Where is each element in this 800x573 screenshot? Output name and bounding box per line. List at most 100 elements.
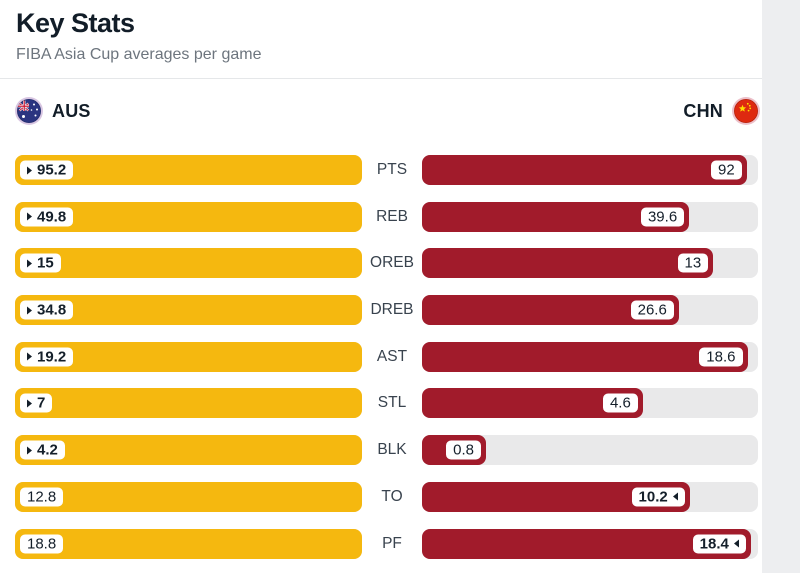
stat-label: REB	[376, 207, 408, 225]
stat-row-pts: 95.2 PTS 92	[15, 155, 758, 185]
leader-arrow-right-icon	[27, 259, 32, 268]
aus-value: 15	[37, 254, 54, 272]
chn-bar-track: 18.4	[422, 528, 758, 559]
stat-row-oreb: 15 OREB 13	[15, 248, 758, 279]
chn-value: 10.2	[638, 488, 668, 506]
page-subtitle: FIBA Asia Cup averages per game	[16, 46, 262, 63]
chn-value-pill: 39.6	[638, 205, 687, 229]
aus-bar-track: 34.8	[15, 295, 362, 326]
aus-value: 34.8	[37, 301, 67, 319]
chn-value-pill: 10.2	[629, 485, 687, 509]
leader-arrow-right-icon	[27, 212, 32, 221]
chn-bar-fill: 0.8	[422, 435, 486, 466]
team-left: AUS	[15, 97, 91, 125]
aus-value: 19.2	[37, 348, 67, 366]
chn-value: 18.6	[706, 348, 736, 366]
panel-header: Key Stats FIBA Asia Cup averages per gam…	[16, 8, 261, 64]
aus-bar-track: 7	[15, 388, 362, 419]
chn-value-pill: 26.6	[628, 298, 676, 322]
aus-value: 95.2	[37, 161, 67, 179]
leader-arrow-right-icon	[27, 446, 32, 455]
chn-bar-track: 39.6	[422, 201, 758, 232]
aus-bar-fill: 4.2	[15, 435, 362, 466]
team-header-row: AUS CHN	[15, 96, 760, 126]
chn-bar-fill: 18.4	[422, 528, 751, 559]
leader-arrow-right-icon	[27, 352, 32, 361]
stat-row-stl: 7 STL 4.6	[15, 388, 758, 419]
chn-value-pill: 92	[709, 158, 744, 182]
aus-bar-track: 19.2	[15, 341, 362, 372]
china-flag-icon	[732, 97, 760, 125]
chn-bar-track: 4.6	[422, 388, 758, 419]
aus-bar-fill: 18.8	[15, 528, 362, 559]
stat-label: STL	[377, 394, 407, 412]
leader-arrow-left-icon	[672, 492, 678, 501]
aus-value-pill: 18.8	[18, 532, 66, 555]
aus-bar-fill: 34.8	[15, 295, 362, 326]
aus-bar-track: 12.8	[15, 481, 362, 512]
aus-bar-fill: 15	[15, 248, 362, 279]
chn-value: 26.6	[637, 301, 667, 319]
aus-bar-track: 4.2	[15, 435, 362, 466]
chn-bar-fill: 26.6	[422, 295, 679, 326]
chn-value-pill: 0.8	[444, 438, 483, 462]
chn-bar-track: 10.2	[422, 481, 758, 512]
aus-value-pill: 95.2	[18, 158, 76, 182]
aus-bar-fill: 12.8	[15, 481, 362, 512]
stat-row-reb: 49.8 REB 39.6	[15, 201, 758, 232]
aus-value-pill: 19.2	[18, 345, 76, 369]
chn-value-pill: 4.6	[600, 391, 640, 415]
leader-arrow-right-icon	[27, 166, 32, 174]
aus-value-pill: 4.2	[18, 438, 67, 462]
aus-bar-fill: 7	[15, 388, 362, 419]
leader-arrow-right-icon	[27, 306, 32, 315]
page-title: Key Stats	[16, 8, 135, 38]
aus-value-pill: 7	[18, 391, 55, 415]
aus-value: 18.8	[27, 535, 57, 552]
team-code-aus: AUS	[52, 100, 91, 121]
stat-label: BLK	[377, 441, 407, 459]
stats-rows: 95.2 PTS 92 49.8 REB 39.6 15 OREB 13 34.8 DREB 26.6…	[15, 155, 758, 559]
aus-bar-fill: 49.8	[15, 201, 362, 232]
stat-row-to: 12.8 TO 10.2	[15, 481, 758, 512]
aus-value-pill: 12.8	[18, 485, 66, 509]
stat-label: DREB	[370, 301, 414, 319]
aus-bar-fill: 19.2	[15, 341, 362, 372]
chn-bar-track: 18.6	[422, 341, 758, 372]
chn-value: 18.4	[699, 535, 729, 552]
aus-value-pill: 49.8	[18, 205, 76, 229]
aus-value: 4.2	[37, 441, 58, 459]
chn-value-pill: 18.6	[697, 345, 745, 369]
chn-value-pill: 13	[675, 251, 711, 275]
chn-bar-fill: 39.6	[422, 201, 690, 232]
stat-row-dreb: 34.8 DREB 26.6	[15, 295, 758, 326]
aus-value: 49.8	[37, 208, 67, 226]
aus-value: 7	[37, 394, 46, 412]
stat-label: PTS	[376, 161, 408, 178]
chn-bar-fill: 4.6	[422, 388, 643, 419]
team-right: CHN	[683, 97, 760, 125]
chn-bar-fill: 13	[422, 248, 714, 279]
chn-bar-track: 26.6	[422, 295, 758, 326]
stat-row-pf: 18.8 PF 18.4	[15, 528, 758, 559]
chn-bar-track: 92	[422, 155, 758, 185]
aus-value-pill: 15	[18, 251, 63, 275]
australia-flag-icon	[15, 97, 43, 125]
header-divider	[0, 78, 762, 79]
page-background-strip	[762, 0, 800, 573]
aus-value: 12.8	[27, 488, 57, 506]
leader-arrow-right-icon	[27, 399, 32, 408]
chn-value: 92	[718, 161, 735, 179]
chn-bar-track: 0.8	[422, 435, 758, 466]
stat-row-ast: 19.2 AST 18.6	[15, 341, 758, 372]
leader-arrow-left-icon	[733, 539, 739, 548]
chn-value: 13	[684, 254, 702, 272]
stat-label: PF	[382, 534, 402, 552]
stat-label: TO	[381, 487, 403, 505]
aus-value-pill: 34.8	[18, 298, 76, 322]
chn-bar-fill: 10.2	[422, 481, 690, 512]
aus-bar-track: 18.8	[15, 528, 362, 559]
chn-bar-fill: 18.6	[422, 341, 748, 372]
aus-bar-fill: 95.2	[15, 155, 362, 185]
